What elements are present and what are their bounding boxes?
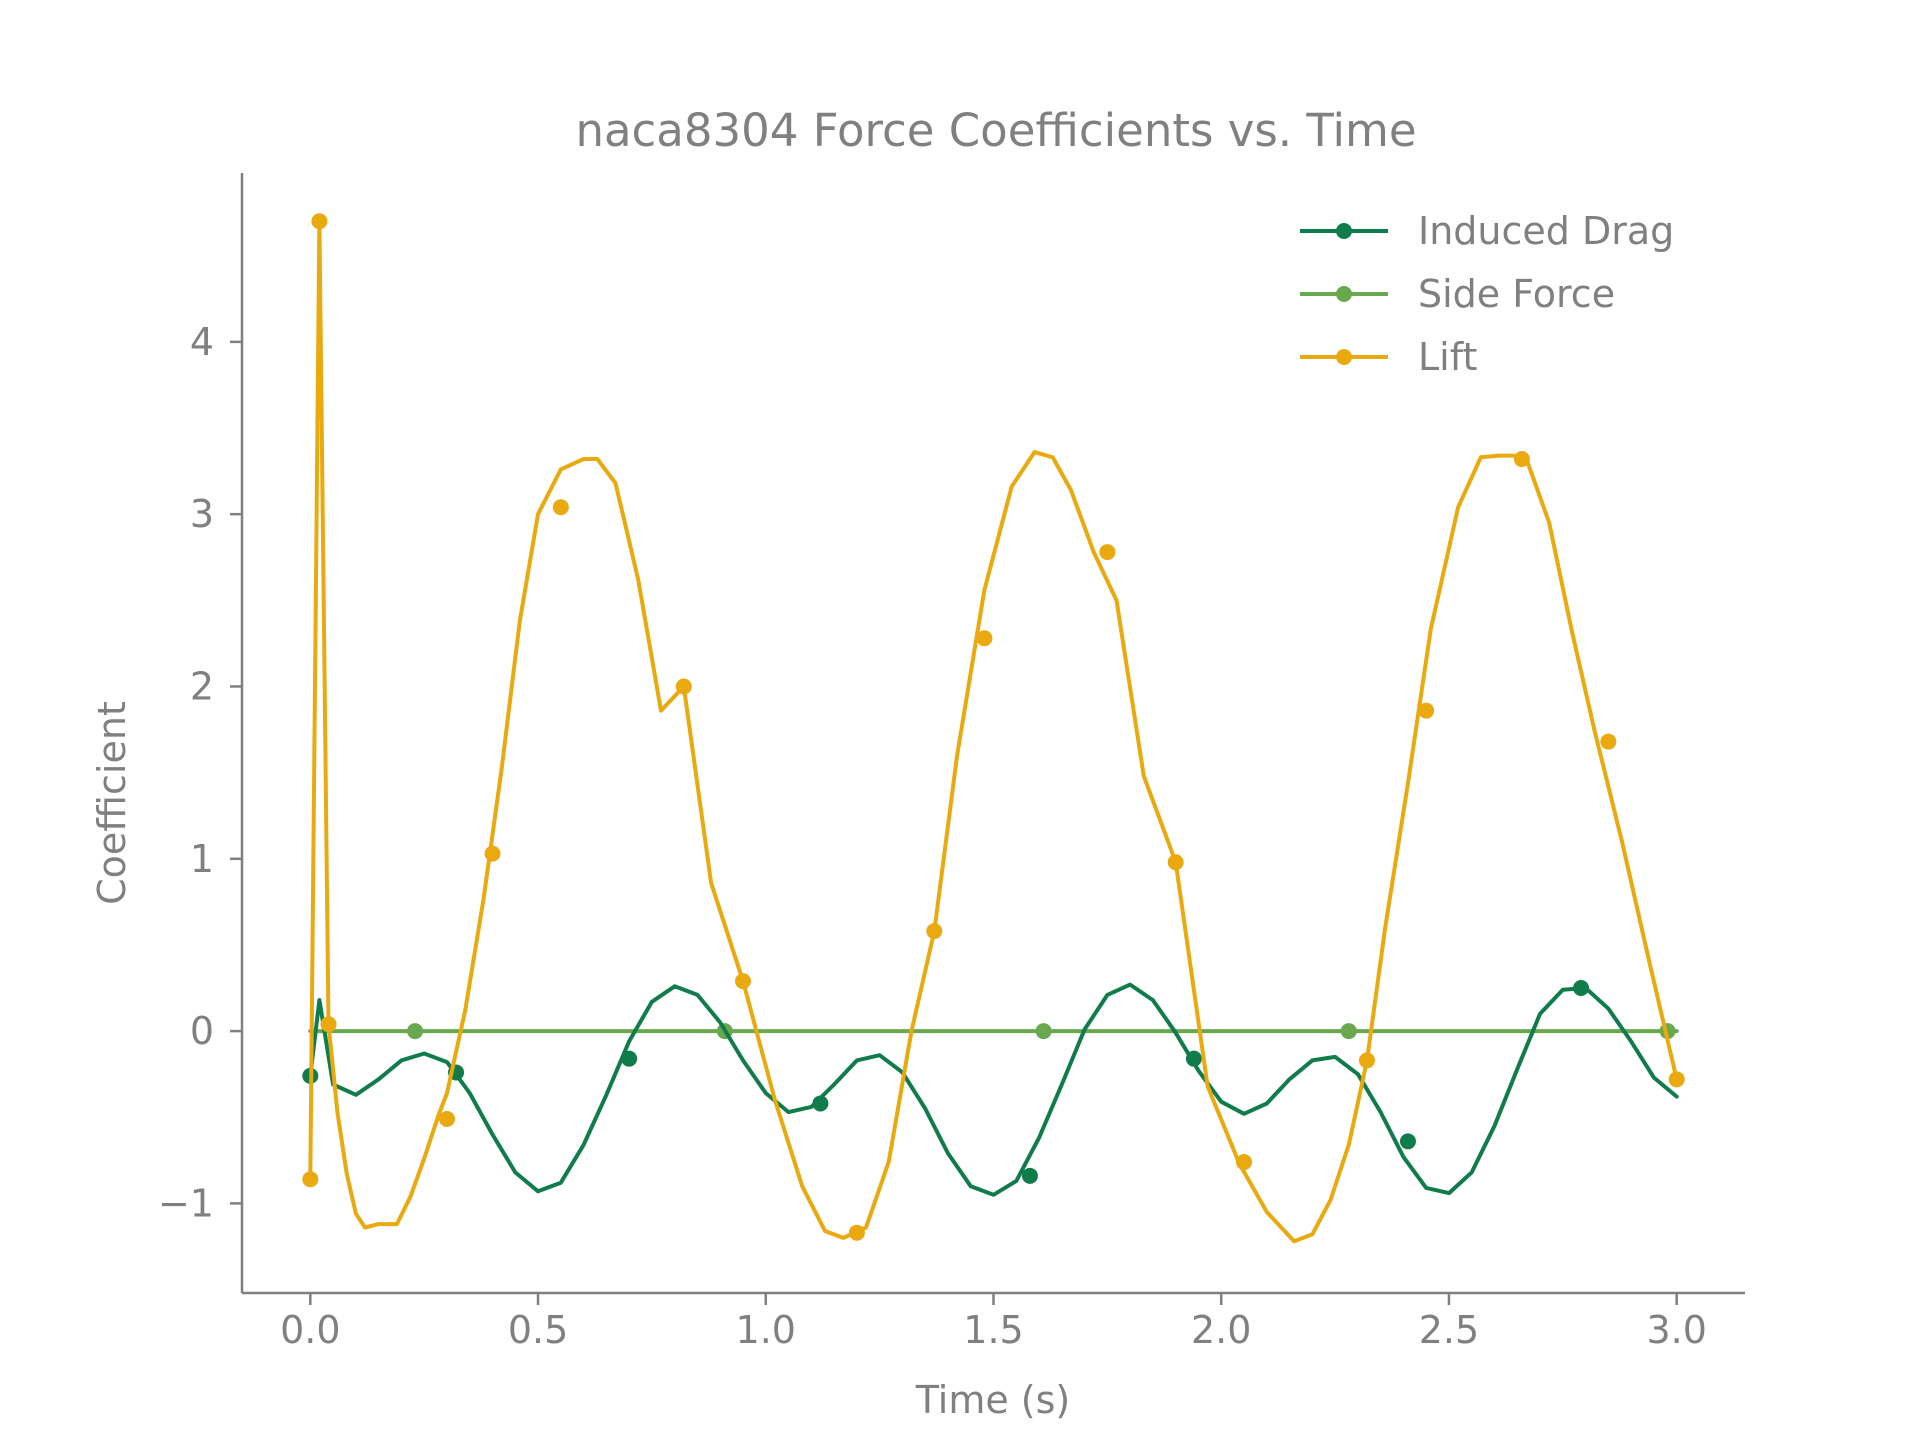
y-tick-label: 3 [190,492,214,536]
lift-marker [1236,1154,1252,1171]
induced-drag-marker [1021,1167,1038,1184]
lift-marker [735,973,751,990]
lift-marker [1418,702,1435,719]
legend-swatch-marker [1336,286,1352,302]
lift-marker [848,1224,865,1241]
y-tick-label: −1 [158,1181,214,1225]
chart-title: naca8304 Force Coefficients vs. Time [575,104,1416,157]
lift-marker [675,678,692,695]
lift-marker [1600,733,1617,750]
series-lift [302,213,1685,1244]
axes: 0.0 0.5 1.0 1.5 2.0 2.5 3.0 −1 0 1 2 3 4 [158,173,1745,1352]
lift-marker [1167,854,1184,871]
x-tick-label: 1.0 [736,1308,796,1352]
induced-drag-marker [812,1095,829,1112]
lift-marker [976,630,993,647]
lift-marker [320,1016,337,1033]
lift-marker [926,923,943,940]
y-tick-label: 4 [190,320,214,364]
legend-item-side-force: Side Force [1300,272,1615,316]
side-force-marker [407,1023,424,1040]
lift-marker [1668,1071,1685,1088]
lift-marker [302,1171,319,1188]
lift-marker [1358,1052,1375,1069]
side-force-marker [1340,1023,1357,1040]
y-tick-label: 1 [190,837,214,881]
x-tick-label: 1.5 [963,1308,1023,1352]
x-tick-label: 3.0 [1646,1308,1706,1352]
side-force-marker [1035,1023,1052,1040]
induced-drag-marker [1185,1050,1202,1067]
lift-marker [438,1110,455,1127]
x-tick-label: 0.0 [280,1308,340,1352]
series-induced-drag [302,980,1679,1197]
y-tick-label: 0 [190,1009,214,1053]
legend-swatch-marker [1336,223,1352,239]
x-tick-label: 0.5 [508,1308,568,1352]
legend-item-induced-drag: Induced Drag [1300,209,1674,253]
induced-drag-marker [1399,1133,1416,1150]
induced-drag-line [308,982,1679,1197]
plot-area [302,213,1685,1244]
x-axis-label: Time (s) [915,1378,1071,1422]
lift-marker [1099,544,1116,561]
lift-marker [311,213,328,230]
y-axis-label: Coefficient [90,701,134,905]
y-tick-label: 2 [190,664,214,708]
x-tick-label: 2.0 [1191,1308,1251,1352]
induced-drag-marker [621,1050,638,1067]
lift-marker [552,499,569,516]
x-tick-label: 2.5 [1419,1308,1479,1352]
legend: Induced Drag Side Force Lift [1300,209,1674,379]
lift-marker [1513,451,1530,468]
legend-swatch-marker [1336,349,1352,365]
legend-label: Induced Drag [1418,209,1674,253]
legend-label: Side Force [1418,272,1615,316]
legend-label: Lift [1418,335,1477,379]
lift-marker [484,845,501,862]
lift-line [308,219,1679,1244]
series-side-force [308,1023,1679,1040]
legend-item-lift: Lift [1300,335,1477,379]
induced-drag-marker [1573,980,1590,997]
